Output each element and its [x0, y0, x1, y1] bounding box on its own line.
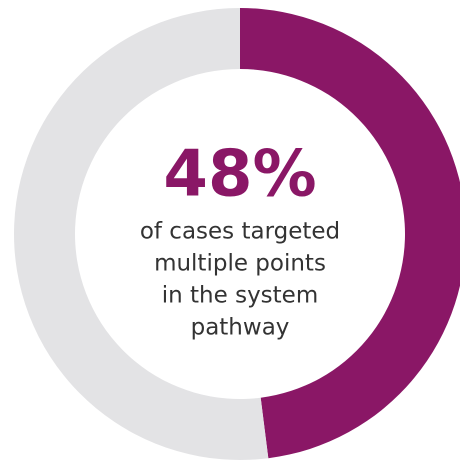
annotation-line: of cases targeted: [140, 219, 340, 245]
value-label: 48%: [163, 138, 316, 212]
annotation-line: in the system: [162, 283, 319, 309]
donut-segment: [240, 8, 460, 459]
annotation-line: pathway: [191, 315, 290, 341]
annotation-line: multiple points: [154, 251, 326, 277]
donut-segment: [14, 8, 269, 460]
